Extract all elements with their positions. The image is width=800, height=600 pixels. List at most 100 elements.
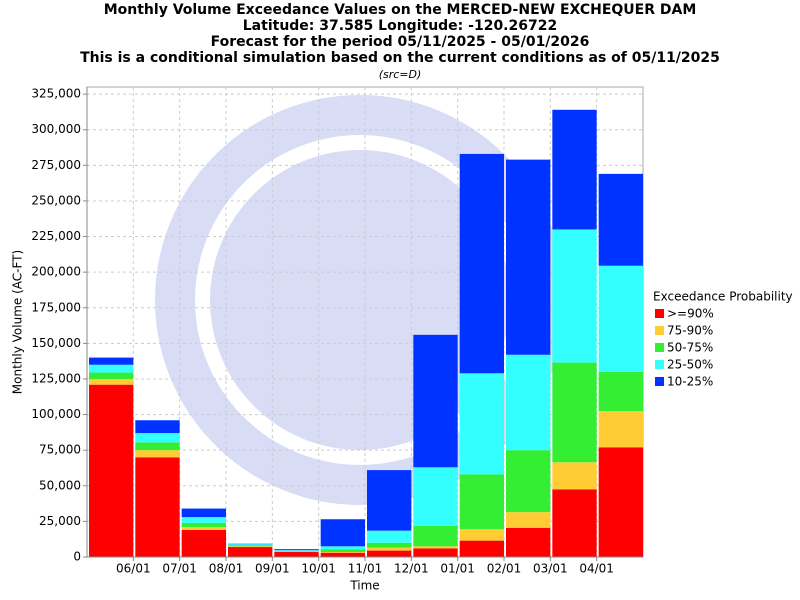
bar-segment	[228, 546, 273, 548]
bar-segment	[598, 265, 643, 372]
bar-segment	[459, 474, 504, 530]
legend-label: 10-25%	[667, 375, 713, 389]
y-tick-label: 325,000	[31, 87, 81, 101]
bar-segment	[89, 372, 134, 379]
bar-segment	[89, 384, 134, 557]
bar-segment	[506, 527, 551, 557]
y-tick-label: 175,000	[31, 300, 81, 314]
bar-segment	[228, 544, 273, 546]
y-tick-label: 125,000	[31, 371, 81, 385]
bar-segment	[135, 457, 180, 557]
legend-swatch	[655, 360, 664, 369]
bar-segment	[135, 450, 180, 458]
bar-segment	[506, 354, 551, 451]
bar-segment	[367, 542, 412, 548]
bar-segment	[228, 545, 273, 547]
x-tick-label: 06/01	[116, 562, 151, 576]
legend-label: >=90%	[667, 307, 714, 321]
x-tick-label: 03/01	[533, 562, 568, 576]
bar-segment	[274, 552, 319, 557]
bar-segment	[181, 508, 226, 518]
x-tick-label: 10/01	[301, 562, 336, 576]
bar-segment	[274, 549, 319, 551]
bar-segment	[89, 357, 134, 365]
y-tick-label: 75,000	[39, 443, 81, 457]
y-tick-label: 25,000	[39, 514, 81, 528]
bar-segment	[552, 362, 597, 463]
x-tick-label: 12/01	[394, 562, 429, 576]
bar-segment	[552, 489, 597, 557]
y-tick-label: 300,000	[31, 122, 81, 136]
legend-label: 50-75%	[667, 341, 713, 355]
subtitle: (src=D)	[379, 68, 422, 81]
y-tick-label: 275,000	[31, 158, 81, 172]
bar-segment	[367, 470, 412, 531]
bar-segment	[135, 442, 180, 451]
bar-segment	[459, 529, 504, 541]
legend-label: 25-50%	[667, 358, 713, 372]
bar-segment	[506, 450, 551, 513]
y-tick-label: 250,000	[31, 193, 81, 207]
x-tick-label: 04/01	[579, 562, 614, 576]
x-tick-label: 02/01	[487, 562, 522, 576]
x-tick-label: 07/01	[162, 562, 197, 576]
bar-segment	[274, 551, 319, 553]
bar-segment	[181, 529, 226, 557]
bar-segment	[459, 373, 504, 475]
bar-segment	[320, 549, 365, 553]
legend-swatch	[655, 326, 664, 335]
bar-segment	[413, 334, 458, 468]
bar-segment	[413, 467, 458, 526]
bar-segment	[552, 229, 597, 363]
bar-segment	[320, 519, 365, 547]
bar-segment	[320, 546, 365, 550]
title-line: This is a conditional simulation based o…	[80, 50, 720, 66]
bar-segment	[598, 173, 643, 266]
x-tick-label: 01/01	[440, 562, 475, 576]
bar-segment	[459, 540, 504, 557]
y-axis-label: Monthly Volume (AC-FT)	[11, 250, 25, 394]
legend-swatch	[655, 343, 664, 352]
bar-segment	[89, 378, 134, 385]
bar-segment	[89, 364, 134, 373]
y-tick-label: 225,000	[31, 229, 81, 243]
x-tick-label: 11/01	[348, 562, 383, 576]
legend-label: 75-90%	[667, 324, 713, 338]
legend-swatch	[655, 309, 664, 318]
bar-segment	[135, 420, 180, 434]
bar-segment	[598, 371, 643, 412]
y-tick-label: 0	[73, 550, 81, 564]
legend-swatch	[655, 377, 664, 386]
bar-segment	[598, 411, 643, 448]
x-tick-label: 08/01	[209, 562, 244, 576]
bar-segment	[181, 527, 226, 530]
bar-segment	[413, 548, 458, 557]
bar-segment	[181, 517, 226, 523]
x-tick-label: 09/01	[255, 562, 290, 576]
title-line: Forecast for the period 05/11/2025 - 05/…	[211, 34, 590, 50]
bar-segment	[552, 109, 597, 230]
bar-segment	[367, 547, 412, 551]
bar-segment	[228, 547, 273, 557]
bar-segment	[413, 546, 458, 549]
bar-segment	[459, 153, 504, 374]
bar-segment	[413, 525, 458, 547]
title-line: Monthly Volume Exceedance Values on the …	[104, 2, 697, 18]
bar-segment	[320, 552, 365, 553]
y-tick-label: 200,000	[31, 265, 81, 279]
bar-segment	[506, 512, 551, 528]
y-tick-label: 150,000	[31, 336, 81, 350]
title-line: Latitude: 37.585 Longitude: -120.26722	[243, 18, 557, 34]
bar-segment	[135, 433, 180, 443]
bar-segment	[274, 550, 319, 551]
bar-segment	[552, 462, 597, 490]
y-tick-label: 100,000	[31, 407, 81, 421]
bar-segment	[320, 552, 365, 557]
legend-title: Exceedance Probability	[653, 290, 793, 304]
bar-segment	[181, 522, 226, 528]
bar-segment	[506, 159, 551, 355]
x-axis-label: Time	[349, 579, 379, 593]
bar-segment	[367, 530, 412, 543]
y-tick-label: 50,000	[39, 478, 81, 492]
